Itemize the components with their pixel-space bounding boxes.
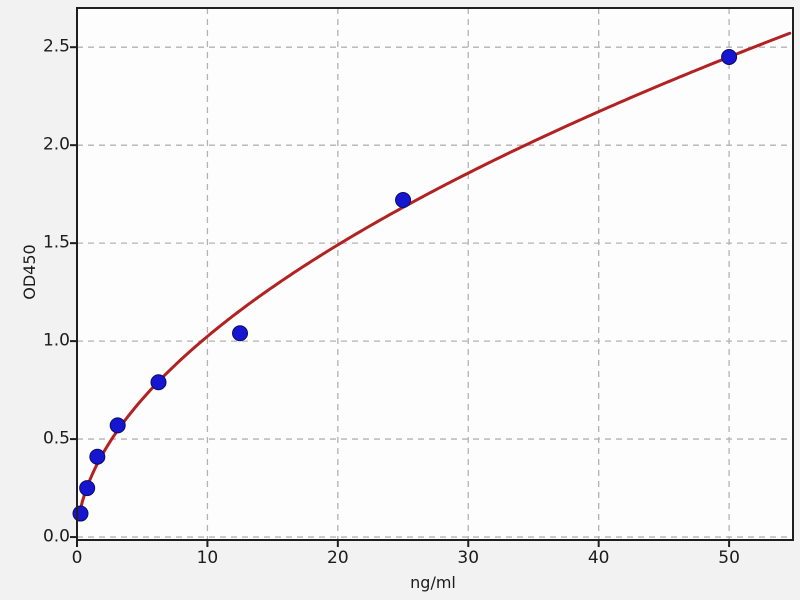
y-tick-label: 2.0 — [42, 134, 70, 155]
x-tick-label: 0 — [71, 548, 83, 568]
data-point — [395, 192, 412, 209]
data-point — [109, 417, 126, 434]
fit-curve — [77, 31, 792, 518]
data-point — [89, 448, 106, 465]
data-point — [150, 374, 167, 391]
plot-background — [77, 8, 793, 540]
y-tick-label: 0.0 — [42, 526, 70, 547]
data-point — [232, 325, 249, 342]
data-point — [79, 480, 96, 497]
y-tick-label: 1.0 — [42, 330, 70, 351]
x-tick-label: 10 — [196, 548, 219, 568]
x-tick-label: 20 — [327, 548, 349, 568]
axes-spines — [76, 7, 794, 541]
y-tick-label: 1.5 — [42, 232, 70, 253]
x-tick-label: 30 — [457, 548, 480, 568]
plot-area — [70, 7, 794, 547]
x-axis-label: ng/ml — [410, 573, 456, 592]
chart-canvas — [70, 7, 794, 547]
y-tick-label: 2.5 — [42, 36, 70, 57]
y-axis-label: OD450 — [20, 244, 39, 300]
data-point — [72, 505, 89, 522]
y-tick-label: 0.5 — [42, 428, 70, 449]
x-tick-label: 40 — [587, 548, 610, 568]
data-point — [721, 48, 738, 65]
x-tick-label: 50 — [718, 548, 740, 568]
